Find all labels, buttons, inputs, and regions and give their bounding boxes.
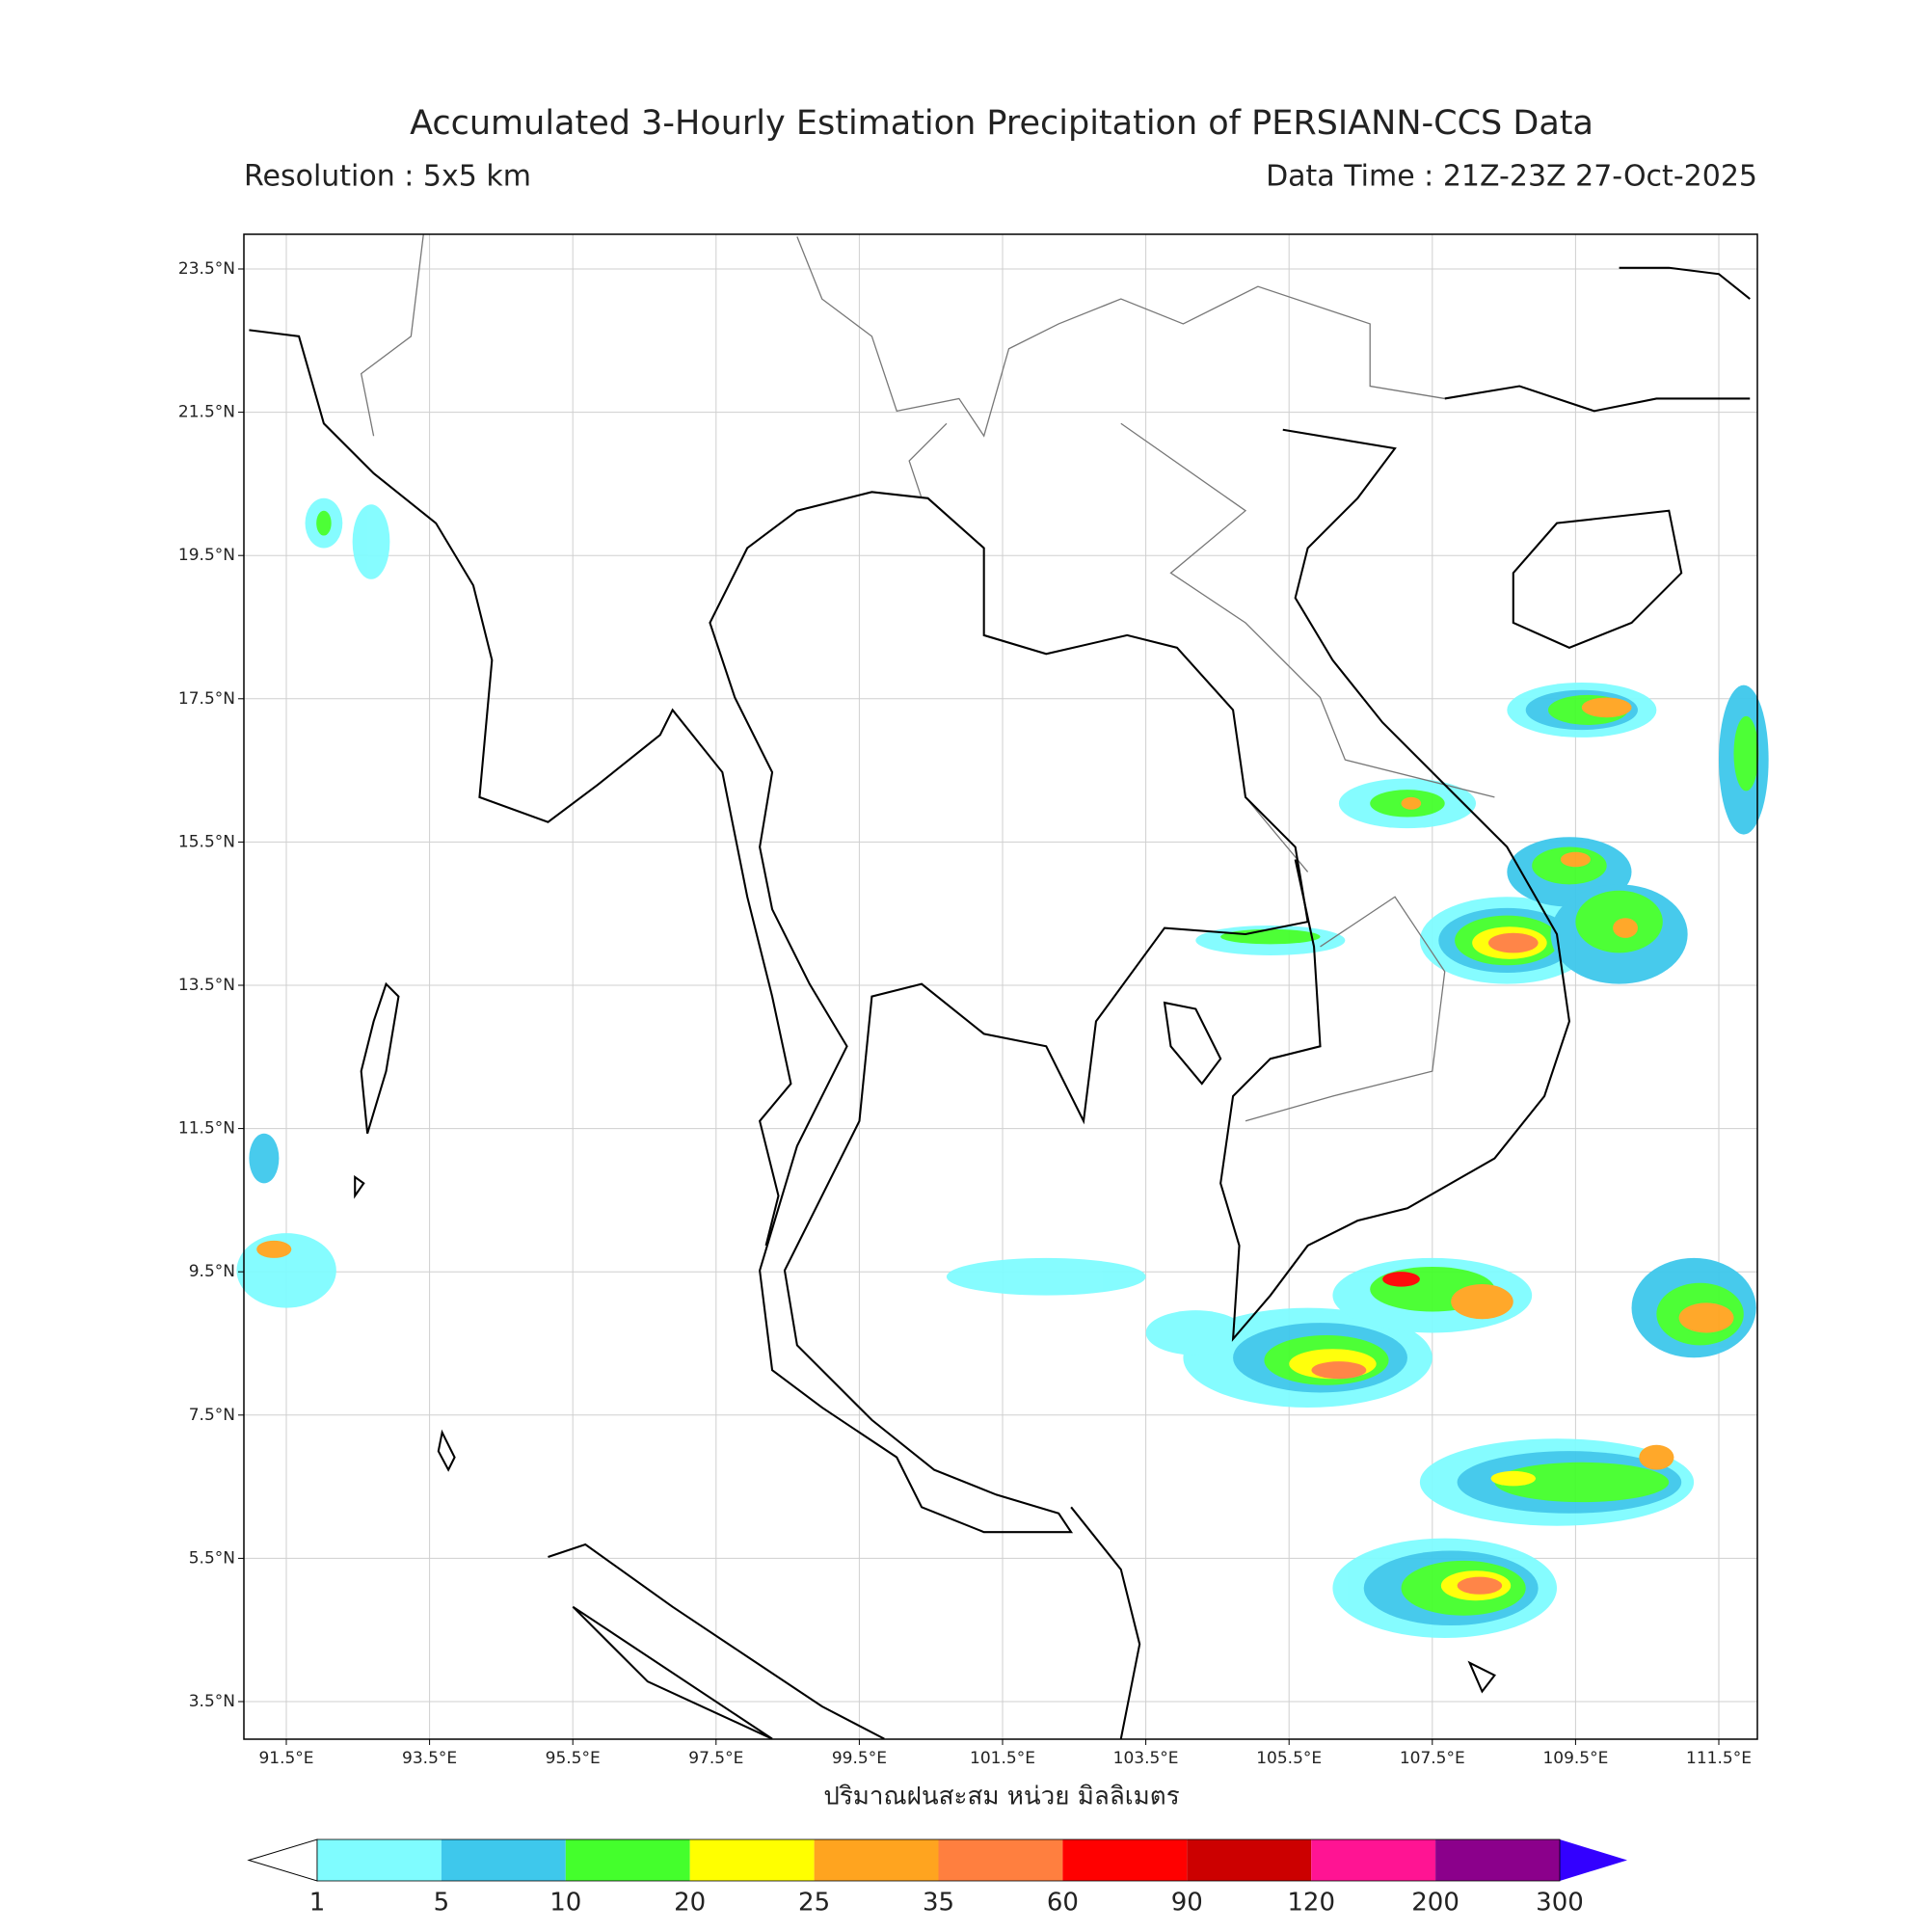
colorbar-box (317, 1839, 442, 1881)
colorbar: 1 5 10 20 25 35 60 90 120 200 300 (247, 1838, 1627, 1918)
lat-tick-label: 3.5°N (189, 1692, 235, 1711)
colorbar-label: 1 (309, 1889, 326, 1918)
lon-tick-label: 109.5°E (1542, 1749, 1608, 1768)
lon-tick-label: 97.5°E (688, 1749, 743, 1768)
colorbar-label: 200 (1411, 1889, 1459, 1918)
colorbar-label: 90 (1171, 1889, 1203, 1918)
title: Accumulated 3-Hourly Estimation Precipit… (410, 104, 1593, 143)
colorbar-box (1435, 1839, 1560, 1881)
resolution: Resolution : 5x5 km (244, 160, 531, 194)
lon-tick-label: 99.5°E (832, 1749, 887, 1768)
colorbar-box (565, 1839, 690, 1881)
data-time: Data Time : 21Z-23Z 27-Oct-2025 (1266, 160, 1757, 194)
lat-tick-label: 7.5°N (189, 1406, 235, 1425)
colorbar-box (1062, 1839, 1188, 1881)
colorbar-over (1560, 1839, 1627, 1881)
lon-tick-label: 101.5°E (970, 1749, 1035, 1768)
colorbar-box (1187, 1839, 1312, 1881)
hainan (1512, 509, 1683, 649)
colorbar-label: 60 (1047, 1889, 1079, 1918)
map-layer (236, 233, 1769, 1740)
colorbar-box (814, 1839, 939, 1881)
colorbar-label: 20 (674, 1889, 706, 1918)
colorbar-label: 35 (923, 1889, 954, 1918)
colorbar-box (1311, 1839, 1436, 1881)
rain (236, 497, 1769, 1638)
colorbar-label: 10 (549, 1889, 581, 1918)
islands (354, 981, 456, 1472)
colorbar-box (441, 1839, 566, 1881)
colorbar-box (689, 1839, 815, 1881)
myanmar-coast (249, 329, 792, 1247)
lon-tick-label: 93.5°E (402, 1749, 457, 1768)
map-frame (243, 233, 1758, 1740)
indochina-coast (1163, 428, 1570, 1342)
lat-tick-label: 15.5°N (178, 832, 235, 851)
colorbar-label: 120 (1287, 1889, 1335, 1918)
sumatra-malaya (548, 1506, 1496, 1740)
colorbar-label: 25 (798, 1889, 830, 1918)
colorbar-label: 5 (434, 1889, 450, 1918)
lat-tick-label: 13.5°N (178, 976, 235, 995)
thailand-outline (709, 491, 1309, 1534)
lon-tick-label: 111.5°E (1686, 1749, 1752, 1768)
lat-tick-label: 11.5°N (178, 1119, 235, 1139)
china-coast (1444, 266, 1751, 413)
lat-tick-label: 19.5°N (178, 546, 235, 565)
lat-tick-label: 5.5°N (189, 1548, 235, 1568)
lon-tick-label: 95.5°E (546, 1749, 601, 1768)
graticule (244, 234, 1757, 1739)
colorbar-label: 300 (1536, 1889, 1584, 1918)
lon-tick-label: 103.5°E (1113, 1749, 1179, 1768)
lat-tick-label: 9.5°N (189, 1262, 235, 1281)
colorbar-under (247, 1838, 318, 1882)
lon-tick-label: 91.5°E (258, 1749, 313, 1768)
lon-tick-label: 105.5°E (1256, 1749, 1322, 1768)
lat-tick-label: 21.5°N (178, 403, 235, 422)
lat-tick-label: 23.5°N (178, 259, 235, 279)
colorbar-frame (316, 1838, 1561, 1882)
colorbar-box (938, 1839, 1063, 1881)
x-label: ปริมาณฝนสะสม หน่วย มิลลิเมตร (823, 1783, 1179, 1811)
country-borders (360, 233, 1495, 1122)
lon-tick-label: 107.5°E (1400, 1749, 1465, 1768)
lat-tick-label: 17.5°N (178, 689, 235, 709)
